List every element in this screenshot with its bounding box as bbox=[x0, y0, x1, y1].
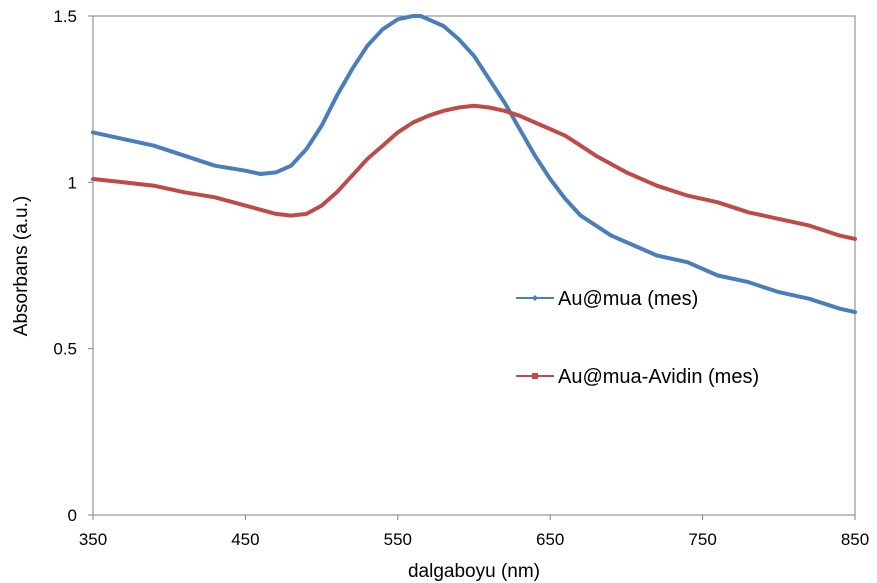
series-layer bbox=[91, 14, 857, 315]
y-tick-label: 0.5 bbox=[53, 340, 77, 359]
legend: Au@mua (mes) Au@mua-Avidin (mes) bbox=[516, 288, 759, 388]
y-tick-label: 1.5 bbox=[53, 7, 77, 26]
x-tick-label: 350 bbox=[79, 530, 107, 549]
series-line-2 bbox=[91, 103, 857, 241]
legend-label-2: Au@mua-Avidin (mes) bbox=[558, 366, 759, 388]
plot-area bbox=[92, 15, 856, 516]
legend-label-1: Au@mua (mes) bbox=[558, 288, 698, 310]
x-axis-title: dalgaboyu (nm) bbox=[408, 561, 540, 582]
legend-marker-2 bbox=[532, 373, 538, 379]
y-axis-title: Absorbans (a.u.) bbox=[11, 196, 32, 336]
x-tick-label: 550 bbox=[384, 530, 412, 549]
legend-marker-1 bbox=[532, 295, 538, 301]
series-line-1 bbox=[91, 14, 857, 315]
x-tick-label: 750 bbox=[688, 530, 716, 549]
x-tick-label: 450 bbox=[231, 530, 259, 549]
axis-ticks: 350 450 550 650 750 850 0 0.5 1 1.5 bbox=[53, 7, 869, 549]
y-tick-label: 0 bbox=[68, 506, 77, 525]
x-tick-label: 850 bbox=[841, 530, 869, 549]
y-tick-label: 1 bbox=[68, 173, 77, 192]
x-tick-label: 650 bbox=[536, 530, 564, 549]
